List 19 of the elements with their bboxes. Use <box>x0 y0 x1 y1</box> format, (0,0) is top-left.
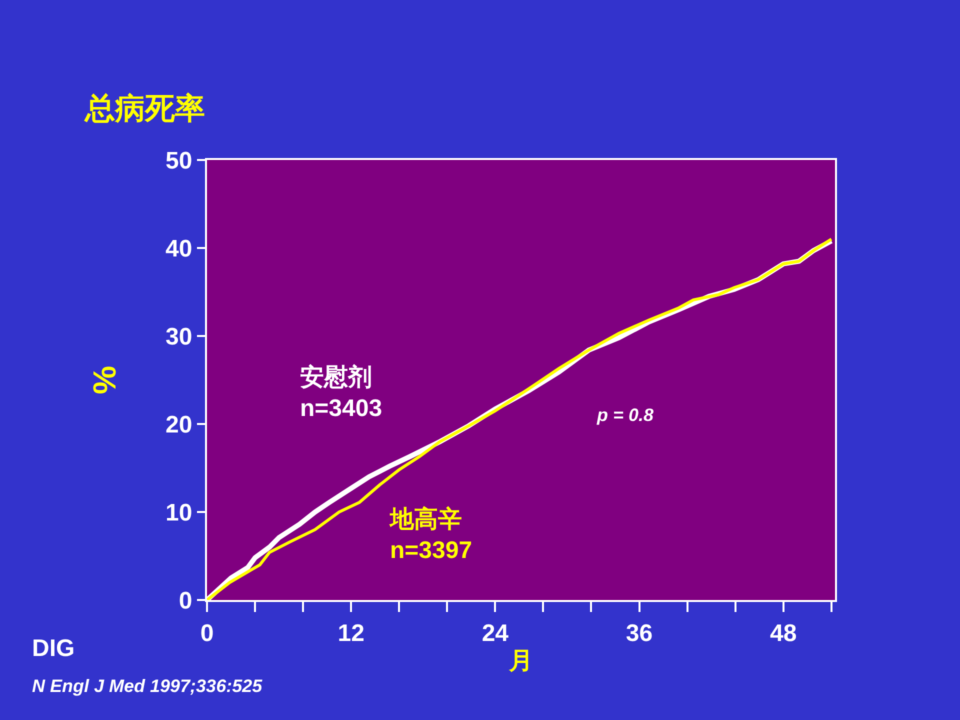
y-axis-title: % <box>86 366 122 394</box>
x-tick-label: 48 <box>770 620 797 647</box>
y-tick-label: 30 <box>165 323 192 350</box>
y-tick-label: 20 <box>165 411 192 438</box>
y-tick-label: 50 <box>165 147 192 174</box>
x-tick-label: 0 <box>200 620 214 647</box>
text: DIG <box>32 635 75 662</box>
x-tick-label: 12 <box>338 620 364 647</box>
text: N Engl J Med 1997;336:525 <box>32 676 264 696</box>
y-tick-label: 10 <box>165 499 192 526</box>
series-label: 地高辛 n=3397 <box>389 505 472 564</box>
x-tick-label: 24 <box>482 620 510 647</box>
series-label: 安慰剂 n=3403 <box>300 364 382 422</box>
x-tick-label: 36 <box>626 620 653 647</box>
x-axis-title: 月 <box>508 648 533 675</box>
chart-title: 总病死率 <box>84 92 205 126</box>
y-tick-label: 40 <box>165 235 192 262</box>
annotation: p = 0.8 <box>596 405 654 425</box>
y-tick-label: 0 <box>178 587 192 614</box>
